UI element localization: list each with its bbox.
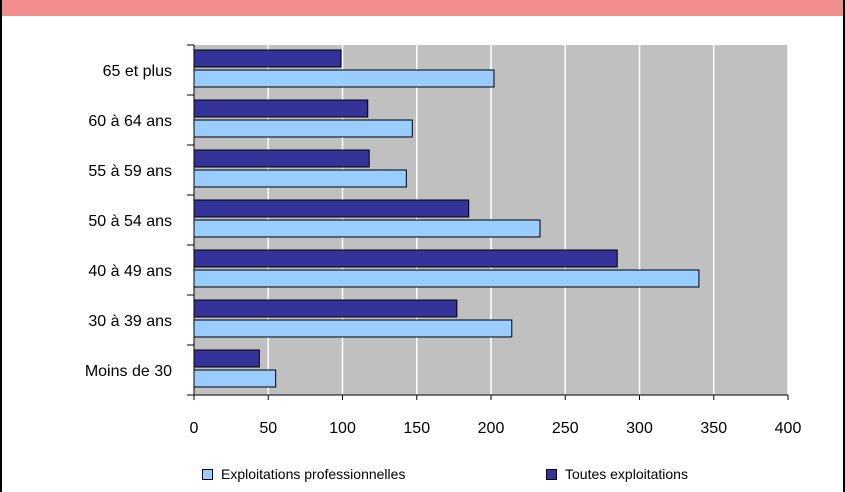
y-tick-label: Moins de 30 — [85, 363, 172, 380]
legend: Exploitations professionnelles Toutes ex… — [200, 466, 800, 486]
y-tick-label: 55 à 59 ans — [88, 163, 172, 180]
bar — [194, 70, 494, 87]
bar — [194, 220, 540, 237]
x-tick-label: 400 — [775, 420, 802, 437]
legend-label-toutes: Toutes exploitations — [565, 466, 688, 482]
x-tick-label: 350 — [700, 420, 727, 437]
bar — [194, 150, 369, 167]
x-tick-label: 150 — [403, 420, 430, 437]
y-tick-label: 40 à 49 ans — [88, 263, 172, 280]
legend-item-professionnelles: Exploitations professionnelles — [202, 466, 405, 482]
bar — [194, 120, 412, 137]
x-tick-label: 200 — [478, 420, 505, 437]
x-tick-label: 100 — [329, 420, 356, 437]
legend-label-professionnelles: Exploitations professionnelles — [221, 466, 405, 482]
bar — [194, 200, 469, 217]
bar — [194, 370, 276, 387]
bar — [194, 350, 259, 367]
bar — [194, 100, 368, 117]
legend-swatch-toutes — [546, 469, 557, 480]
y-tick-label: 60 à 64 ans — [88, 113, 172, 130]
legend-swatch-professionnelles — [202, 469, 213, 480]
bar — [194, 300, 457, 317]
x-tick-label: 250 — [552, 420, 579, 437]
x-tick-label: 0 — [190, 420, 199, 437]
x-tick-label: 300 — [626, 420, 653, 437]
bar — [194, 320, 512, 337]
bar — [194, 250, 617, 267]
bar — [194, 270, 699, 287]
bar — [194, 50, 341, 67]
y-tick-label: 30 à 39 ans — [88, 313, 172, 330]
legend-item-toutes: Toutes exploitations — [546, 466, 688, 482]
y-tick-label: 65 et plus — [103, 63, 172, 80]
x-tick-label: 50 — [259, 420, 277, 437]
bar — [194, 170, 406, 187]
y-tick-label: 50 à 54 ans — [88, 213, 172, 230]
